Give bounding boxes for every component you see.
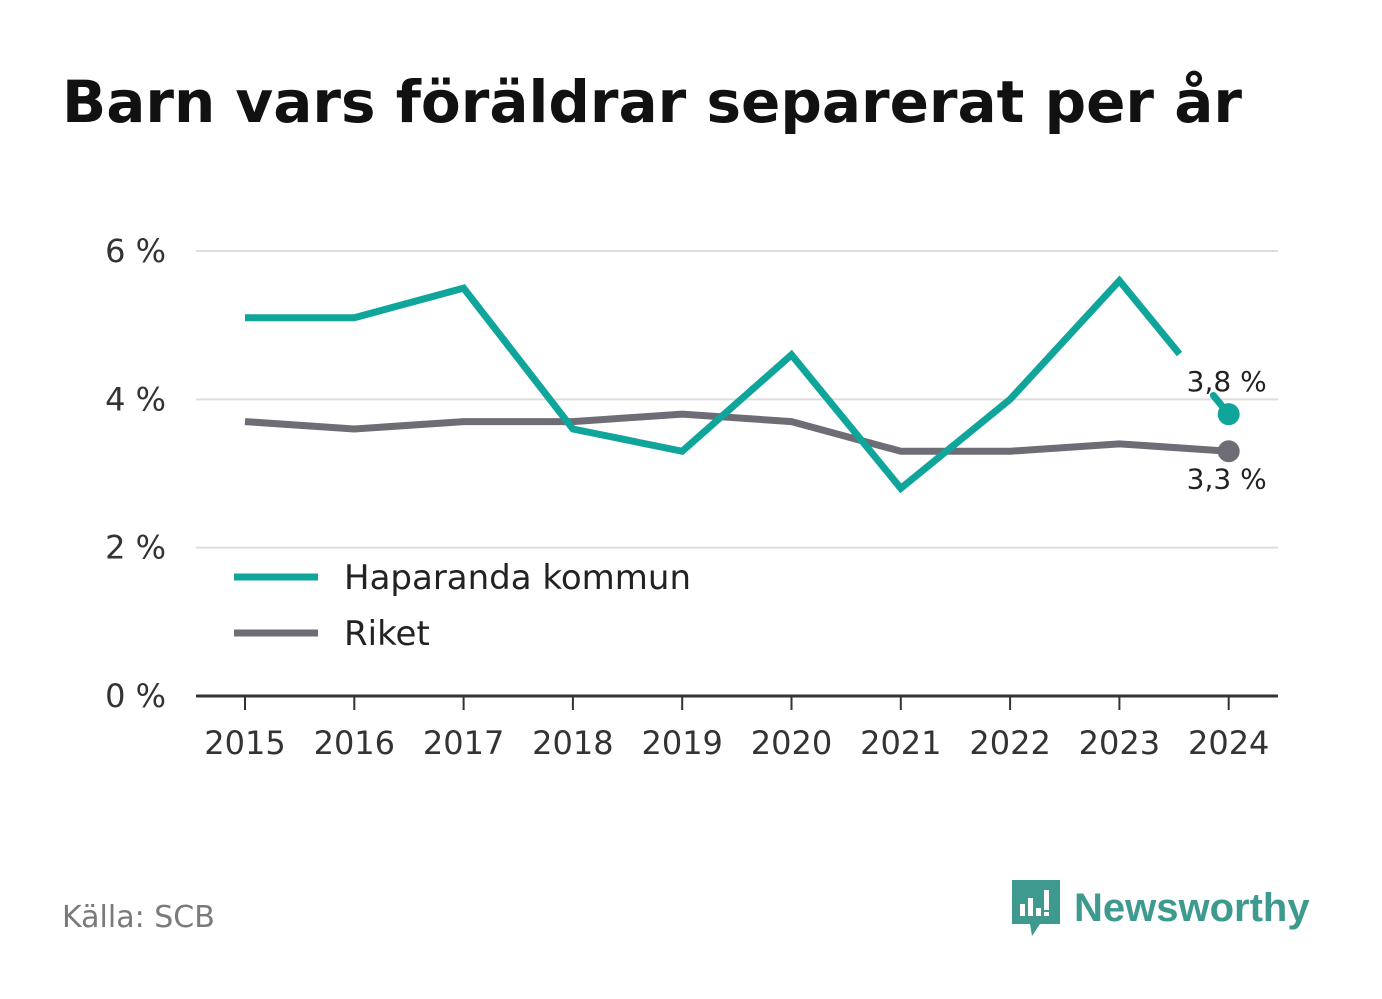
chart-title: Barn vars föräldrar separerat per år bbox=[62, 68, 1242, 136]
series-line-riket bbox=[244, 410, 1229, 455]
legend-label: Haparanda kommun bbox=[344, 558, 691, 598]
series bbox=[244, 275, 1240, 494]
x-tick-label: 2019 bbox=[641, 724, 722, 762]
end-value-label: 3,3 % bbox=[1187, 462, 1267, 495]
data-labels: 3,8 % 3,3 % bbox=[1187, 365, 1267, 495]
x-tick-label: 2024 bbox=[1188, 724, 1269, 762]
series-end-point bbox=[1217, 403, 1240, 426]
y-tick-label: 4 % bbox=[105, 380, 166, 418]
end-value-label: 3,8 % bbox=[1187, 365, 1267, 398]
y-tick-label: 0 % bbox=[105, 677, 166, 715]
source-note: Källa: SCB bbox=[62, 900, 215, 935]
series-end-point bbox=[1217, 440, 1240, 463]
y-tick-label: 6 % bbox=[105, 232, 166, 270]
legend-label: Riket bbox=[344, 614, 430, 654]
series-line-haparanda bbox=[245, 275, 1183, 494]
brand: Newsworthy bbox=[1010, 878, 1310, 938]
y-tick-label: 2 % bbox=[105, 529, 166, 567]
brand-name: Newsworthy bbox=[1074, 885, 1310, 930]
x-tick-label: 2022 bbox=[969, 724, 1050, 762]
x-tick-label: 2016 bbox=[314, 724, 395, 762]
axes: 0 % 2 % 4 % 6 % 2015 2016 2017 2018 2019 2020 2021… bbox=[105, 232, 1278, 762]
x-tick-label: 2017 bbox=[423, 724, 504, 762]
newsworthy-logo-icon bbox=[1012, 880, 1060, 936]
x-tick-label: 2023 bbox=[1079, 724, 1160, 762]
x-tick-label: 2015 bbox=[204, 724, 285, 762]
legend-background bbox=[222, 549, 722, 664]
x-tick-label: 2018 bbox=[532, 724, 613, 762]
legend: Haparanda kommun Riket bbox=[222, 549, 722, 664]
x-tick-label: 2021 bbox=[860, 724, 941, 762]
x-tick-label: 2020 bbox=[751, 724, 832, 762]
